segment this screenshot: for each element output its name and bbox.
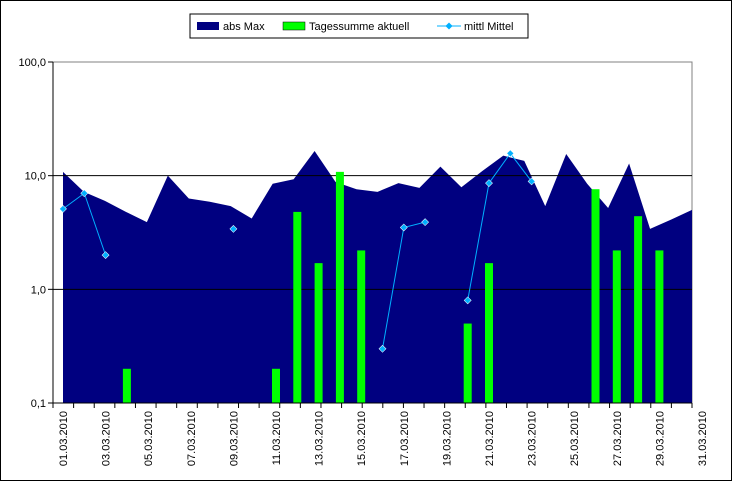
bar-tagessumme [612, 250, 621, 403]
y-tick-label: 1,0 [31, 284, 46, 296]
x-tick-label: 11.03.2010 [271, 411, 283, 465]
bar-tagessumme [357, 250, 366, 403]
point-mittl-mittel [421, 218, 429, 227]
point-mittl-mittel [506, 149, 515, 158]
legend-swatch-abs-max [197, 22, 219, 30]
legend-marker-mittl-mittel [445, 22, 453, 30]
series-abs-max-area [63, 150, 692, 403]
bar-tagessumme [655, 250, 664, 403]
x-tick-label: 29.03.2010 [654, 411, 666, 466]
legend [189, 13, 529, 39]
x-tick-label: 19.03.2010 [441, 411, 453, 466]
x-tick-label: 15.03.2010 [356, 411, 368, 466]
x-tick-label: 05.03.2010 [143, 411, 155, 466]
bar-tagessumme [314, 263, 323, 403]
bar-tagessumme [463, 323, 472, 403]
x-tick-label: 27.03.2010 [612, 411, 624, 466]
bar-tagessumme [485, 263, 493, 403]
point-mittl-mittel [485, 179, 493, 188]
bar-tagessumme [122, 368, 131, 403]
x-tick-label: 07.03.2010 [186, 411, 198, 466]
bar-tagessumme [293, 211, 302, 403]
x-tick-label: 13.03.2010 [314, 411, 326, 466]
y-tick-label: 10,0 [25, 171, 46, 183]
x-tick-label: 01.03.2010 [58, 411, 70, 466]
y-tick-label: 100,0 [18, 57, 46, 69]
x-tick-label: 21.03.2010 [484, 411, 496, 466]
legend-swatch-tagessumme [282, 21, 306, 31]
point-mittl-mittel [229, 225, 238, 233]
x-tick-label: 17.03.2010 [399, 411, 411, 466]
x-tick-label: 09.03.2010 [228, 411, 240, 466]
x-tick-label: 23.03.2010 [527, 411, 539, 466]
x-tick-label: 25.03.2010 [569, 411, 581, 466]
bar-tagessumme [591, 189, 600, 403]
legend-label-tagessumme: Tagessumme aktuell [309, 21, 409, 33]
bar-tagessumme [272, 368, 280, 403]
legend-label-abs-max: abs Max [223, 21, 265, 33]
point-mittl-mittel [59, 205, 67, 213]
point-mittl-mittel [527, 177, 536, 186]
y-tick-label: 0,1 [31, 398, 46, 410]
bar-tagessumme [634, 216, 643, 403]
point-mittl-mittel [463, 296, 472, 305]
x-tick-label: 03.03.2010 [101, 411, 113, 466]
point-mittl-mittel [101, 251, 110, 260]
point-mittl-mittel [80, 189, 89, 198]
point-mittl-mittel [399, 223, 408, 232]
series-mittl-mittel-line [467, 152, 532, 301]
x-tick-label: 31.03.2010 [697, 411, 709, 466]
bar-tagessumme [335, 171, 344, 403]
legend-label-mittl-mittel: mittl Mittel [464, 21, 514, 33]
point-mittl-mittel [378, 344, 387, 353]
